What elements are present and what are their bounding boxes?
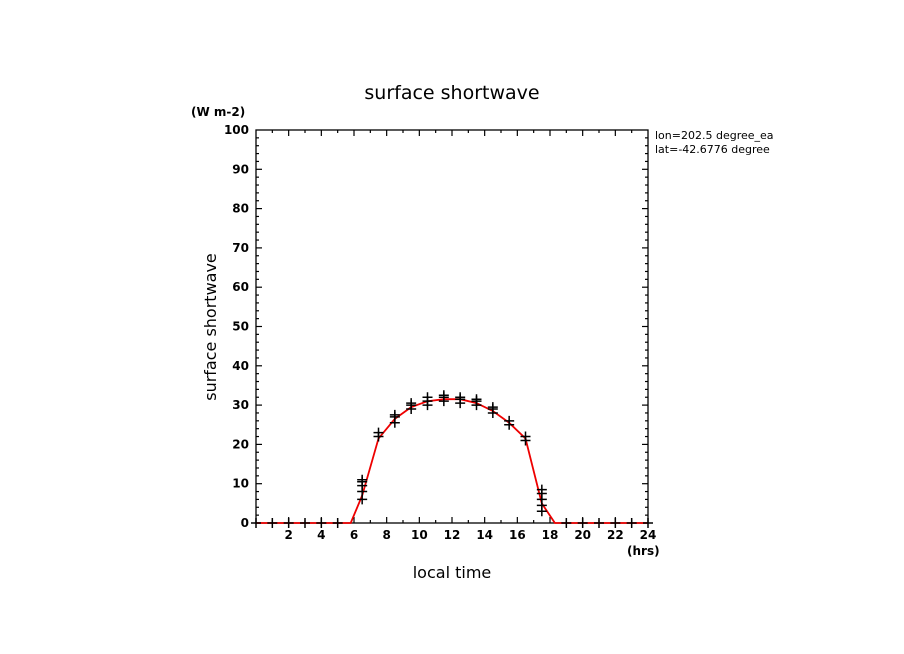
x-tick-label: 10 (411, 528, 428, 542)
x-tick-label: 6 (350, 528, 358, 542)
x-tick-label: 12 (444, 528, 461, 542)
data-point-marker (373, 427, 384, 438)
y-units-label: (W m-2) (191, 105, 245, 119)
data-point-marker (300, 518, 310, 528)
data-point-marker (251, 518, 261, 528)
x-tick-label: 24 (640, 528, 657, 542)
x-units-label: (hrs) (627, 544, 660, 558)
data-point-marker (643, 518, 653, 528)
data-point-marker (626, 518, 637, 528)
series-line-group (256, 398, 648, 524)
data-point-marker (357, 474, 368, 485)
y-tick-label: 30 (232, 398, 249, 412)
y-tick-labels: 0 10 20 30 40 50 60 70 80 90 100 (224, 123, 249, 530)
data-point-marker (389, 409, 400, 420)
y-tick-label: 40 (232, 359, 249, 373)
data-point-marker (610, 518, 621, 528)
data-point-marker (504, 415, 515, 426)
data-point-marker (332, 518, 343, 528)
data-point-marker (422, 392, 433, 403)
annotation-lon: lon=202.5 degree_ea (655, 129, 774, 142)
data-point-marker (455, 392, 466, 403)
data-point-marker (316, 518, 327, 528)
data-point-marker (406, 398, 417, 409)
y-tick-label: 20 (232, 437, 249, 451)
y-tick-label: 50 (232, 320, 249, 334)
x-tick-label: 20 (574, 528, 591, 542)
data-point-marker (471, 394, 482, 405)
data-point-marker (536, 484, 547, 495)
x-tick-label: 16 (509, 528, 526, 542)
y-tick-label: 100 (224, 123, 249, 137)
x-tick-label: 22 (607, 528, 624, 542)
data-point-marker (487, 402, 498, 413)
x-tick-label: 4 (317, 528, 325, 542)
plot-frame (255, 129, 649, 524)
y-axis-label: surface shortwave (201, 253, 220, 401)
data-point-marker (577, 518, 588, 528)
series-markers (251, 390, 653, 528)
chart-title: surface shortwave (364, 82, 539, 104)
data-point-marker (594, 518, 604, 528)
data-point-marker (267, 518, 278, 528)
x-tick-label: 18 (542, 528, 559, 542)
data-point-marker (283, 518, 294, 528)
series-line (256, 398, 648, 524)
data-point-marker (561, 518, 572, 528)
y-tick-label: 70 (232, 241, 249, 255)
annotation-lat: lat=-42.6776 degree (655, 143, 770, 156)
y-tick-label: 60 (232, 280, 249, 294)
y-tick-label: 10 (232, 477, 249, 491)
x-tick-label: 8 (382, 528, 390, 542)
x-tick-label: 14 (476, 528, 493, 542)
y-tick-label: 90 (232, 162, 249, 176)
x-tick-label: 2 (284, 528, 292, 542)
x-axis-label: local time (413, 563, 492, 582)
data-point-marker (438, 390, 449, 401)
data-point-marker (520, 431, 531, 442)
y-tick-label: 0 (241, 516, 249, 530)
axis-ticks (256, 130, 648, 523)
y-tick-label: 80 (232, 202, 249, 216)
x-tick-labels: 2 4 6 8 10 12 14 16 18 20 22 24 (284, 528, 656, 542)
